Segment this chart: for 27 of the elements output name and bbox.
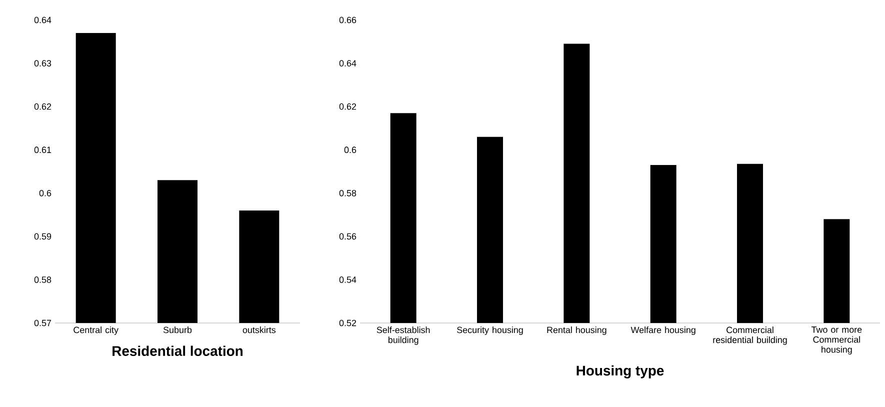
x-tick-label: Security housing: [457, 326, 523, 335]
x-tick-label: Commercial residential building: [713, 326, 787, 345]
y-tick-label: 0.63: [34, 60, 52, 66]
x-tick-label: Two or more Commercial housing: [811, 326, 862, 354]
y-tick-label: 0.64: [339, 60, 356, 66]
y-tick-label: 0.61: [34, 146, 52, 154]
x-tick-label: Central city: [74, 326, 118, 335]
y-tick-label: 0.52: [339, 320, 356, 326]
x-axis-title: Residential location: [112, 346, 243, 356]
y-tick-label: 0.64: [34, 16, 52, 24]
y-tick-label: 0.6: [39, 190, 52, 196]
x-tick-label: outskirts: [242, 326, 276, 334]
x-tick-label: Suburb: [163, 326, 192, 334]
x-axis-title: Housing type: [576, 365, 664, 378]
x-tick-label: Self-establish building: [376, 326, 430, 345]
y-tick-label: 0.58: [34, 276, 52, 283]
y-tick-label: 0.57: [34, 320, 52, 326]
x-tick-label: Welfare housing: [630, 326, 696, 335]
y-tick-label: 0.58: [339, 190, 356, 196]
y-tick-label: 0.66: [339, 16, 356, 24]
y-tick-label: 0.56: [339, 233, 356, 240]
y-tick-label: 0.62: [34, 103, 52, 110]
x-tick-label: Rental housing: [547, 326, 606, 335]
y-tick-label: 0.59: [34, 233, 52, 240]
y-tick-label: 0.54: [339, 276, 356, 283]
y-tick-label: 0.6: [344, 146, 356, 154]
y-tick-label: 0.62: [339, 103, 356, 110]
